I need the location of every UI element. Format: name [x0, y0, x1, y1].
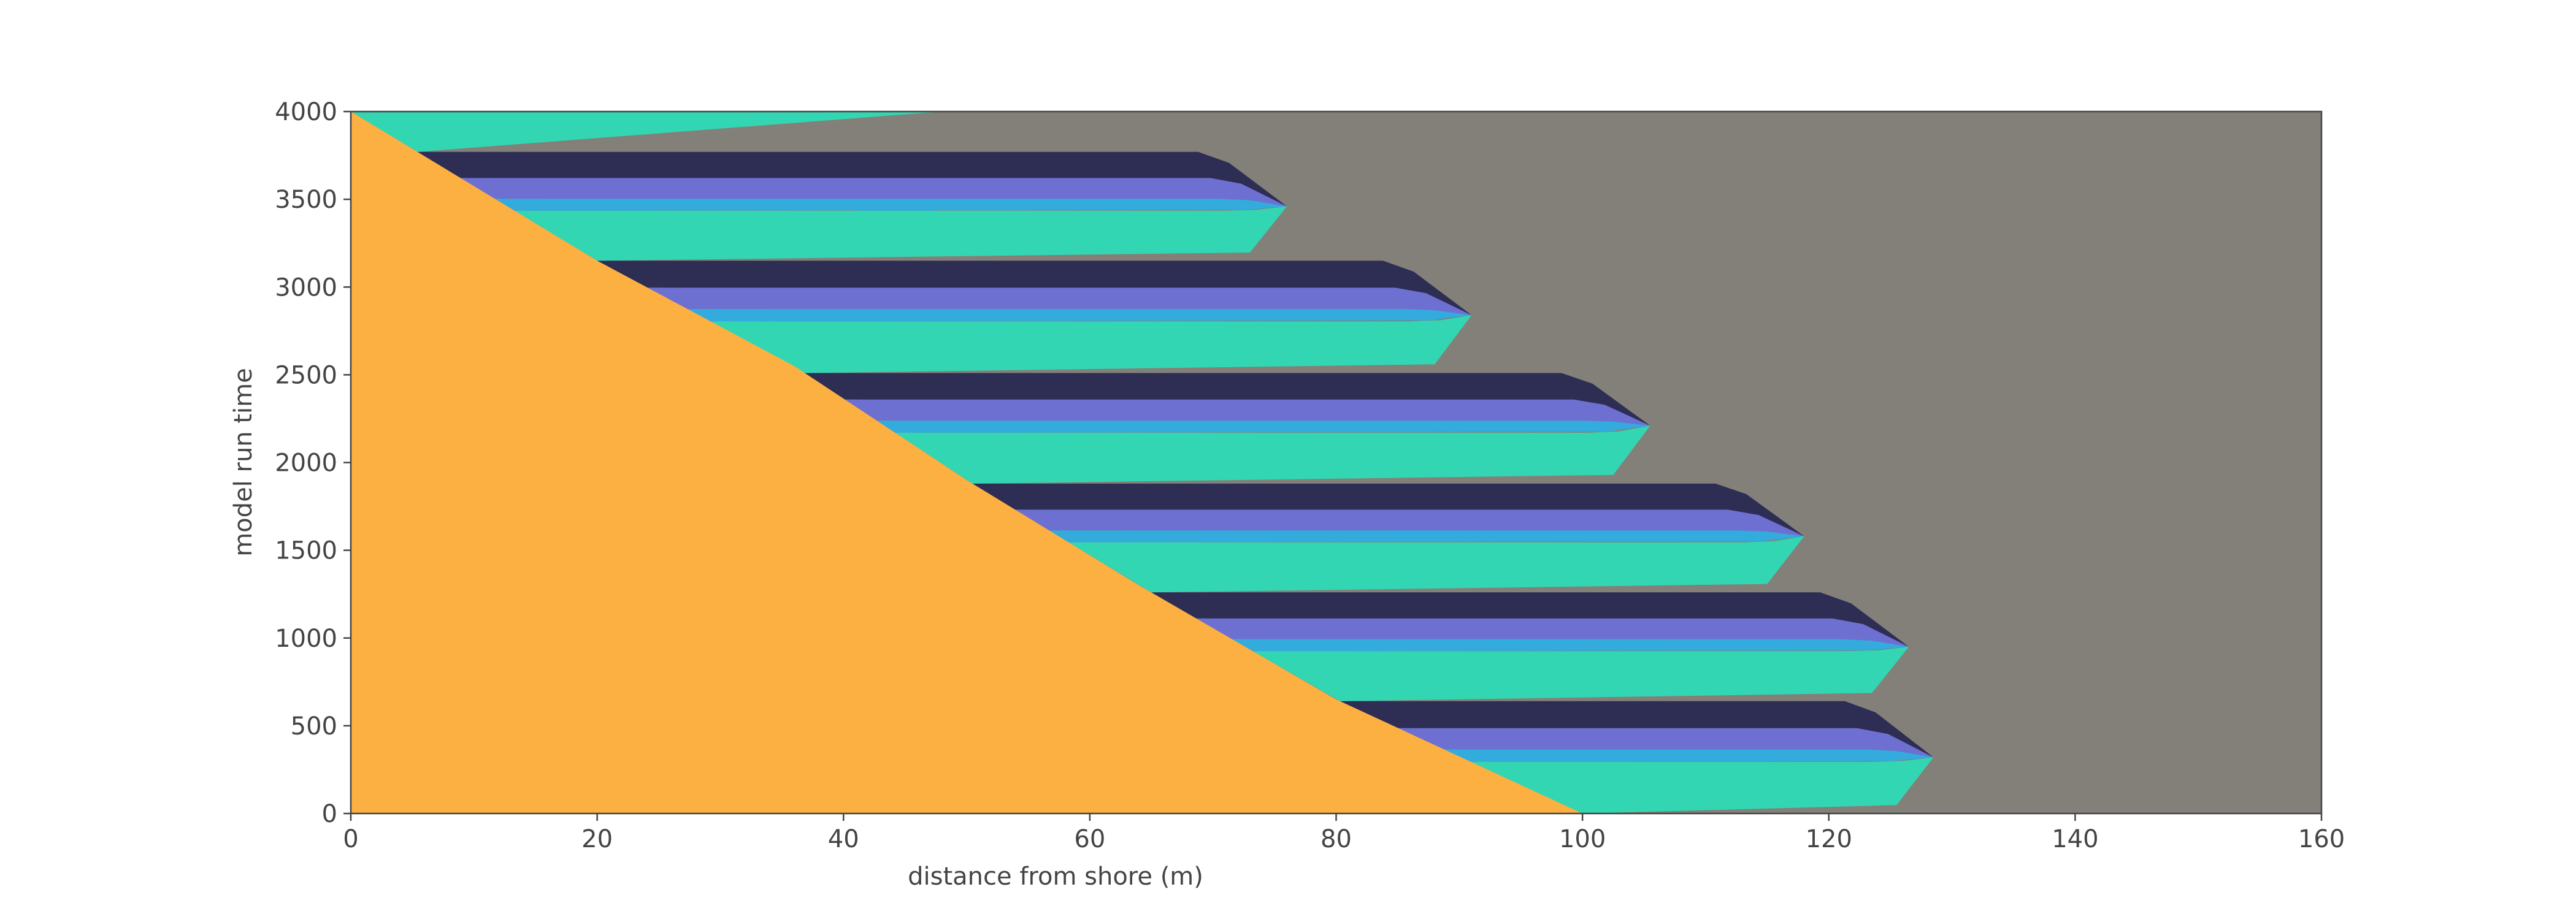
x-tick-label: 0 [343, 825, 358, 853]
y-tick-label: 1500 [275, 537, 337, 565]
lobe-5-blue-layer [688, 309, 1472, 322]
deposit-lobe-6 [417, 151, 1287, 261]
deposit-lobe-3 [972, 483, 1804, 593]
x-tick-label: 120 [1806, 825, 1852, 853]
deposit-lobe-4 [805, 373, 1650, 484]
lobe-3-teal-layer [1068, 536, 1804, 593]
y-tick-label: 1000 [275, 625, 337, 653]
lobe-4-navy-layer [805, 373, 1650, 426]
x-tick-label: 100 [1559, 825, 1606, 853]
x-tick-label: 140 [2052, 825, 2098, 853]
lobe-3-periwinkle-layer [1015, 509, 1804, 536]
x-tick-label: 80 [1321, 825, 1352, 853]
x-axis: 0 20 40 60 80 100 120 140 160 [343, 813, 2345, 853]
lobe-3-blue-layer [1049, 530, 1804, 543]
x-tick-label: 160 [2298, 825, 2345, 853]
x-tick-label: 40 [828, 825, 859, 853]
y-axis: 0 500 1000 1500 2000 2500 3000 3500 4000 [275, 98, 351, 828]
lobe-1-teal-layer [1471, 757, 1934, 813]
y-tick-label: 4000 [275, 98, 337, 126]
y-tick-label: 3500 [275, 186, 337, 214]
lobe-4-teal-layer [895, 425, 1650, 484]
deposit-lobe-2 [1151, 592, 1909, 701]
y-tick-label: 0 [322, 800, 337, 828]
y-tick-label: 3000 [275, 273, 337, 302]
x-tick-label: 60 [1074, 825, 1105, 853]
lobe-1-blue-layer [1444, 749, 1934, 762]
deposit-lobe-7 [351, 112, 942, 152]
deposit-lobe-5 [597, 261, 1472, 373]
lobe-4-blue-layer [876, 421, 1650, 433]
lobe-5-teal-layer [710, 315, 1472, 373]
y-tick-label: 500 [291, 712, 337, 741]
y-tick-label: 2500 [275, 361, 337, 389]
y-tick-label: 2000 [275, 449, 337, 478]
x-tick-label: 20 [581, 825, 613, 853]
lobe-2-blue-layer [1232, 639, 1909, 652]
plot-marks [351, 112, 1934, 813]
lobe-2-teal-layer [1252, 647, 1909, 701]
x-axis-label: distance from shore (m) [908, 863, 1203, 891]
lobe-4-periwinkle-layer [845, 399, 1650, 426]
y-axis-label: model run time [229, 368, 258, 557]
lobe-6-teal-layer [514, 206, 1287, 261]
shore-region [351, 112, 1583, 813]
deposit-lobe-1 [1340, 701, 1934, 813]
lobe-6-blue-layer [494, 199, 1287, 211]
lobe-7-teal-layer [351, 112, 942, 152]
lobe-5-periwinkle-layer [647, 288, 1472, 316]
